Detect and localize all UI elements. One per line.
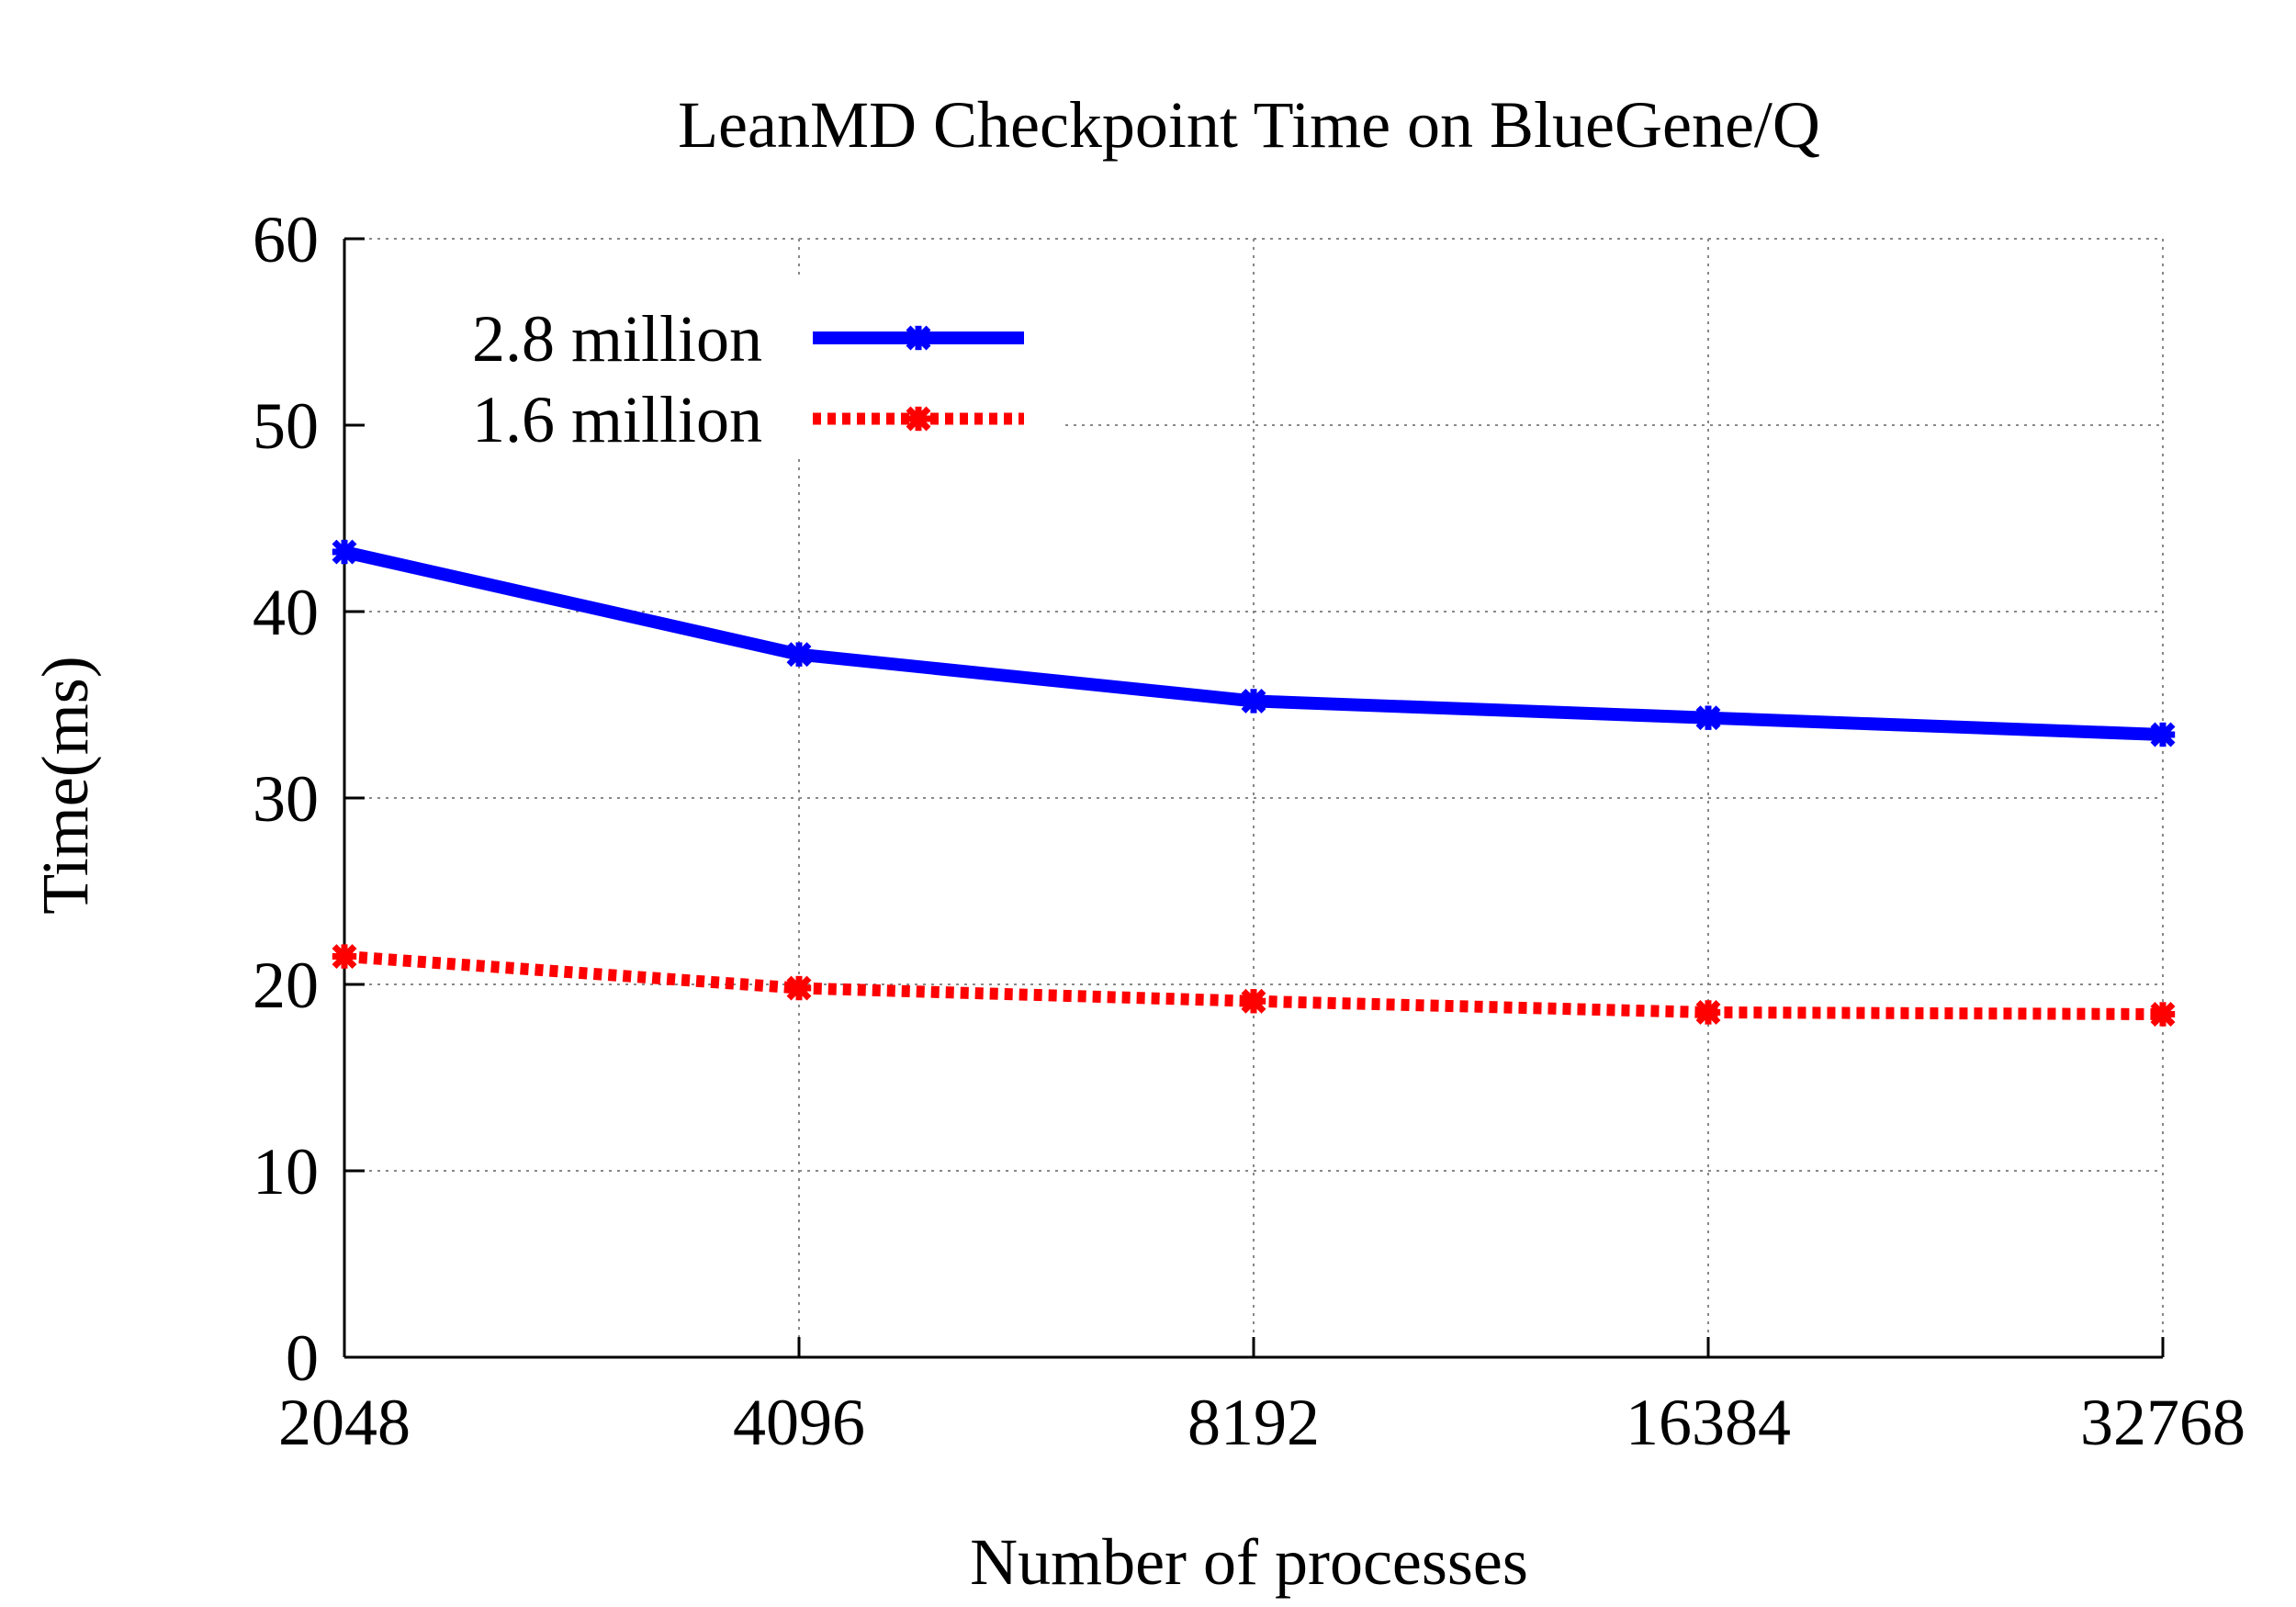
x-tick-label: 8192 — [1187, 1386, 1320, 1459]
y-tick-label: 30 — [253, 762, 319, 836]
y-tick-label: 10 — [253, 1135, 319, 1208]
y-tick-label: 50 — [253, 389, 319, 463]
x-tick-label: 2048 — [278, 1386, 411, 1459]
data-point — [786, 642, 812, 668]
data-point — [332, 944, 357, 970]
y-tick-label: 0 — [286, 1321, 319, 1395]
x-axis-label: Number of processes — [970, 1525, 1528, 1599]
axes: 0 10 20 30 40 50 60 2048 4096 8192 16384 32768 — [253, 203, 2245, 1459]
legend-label: 1.6 million — [472, 383, 762, 456]
legend-label: 2.8 million — [472, 302, 762, 376]
x-tick-label: 32768 — [2080, 1386, 2245, 1459]
y-tick-label: 60 — [253, 203, 319, 276]
data-point — [786, 975, 812, 1001]
chart-title: LeanMD Checkpoint Time on BlueGene/Q — [678, 88, 1820, 162]
y-axis-label: Time(ms) — [28, 656, 102, 914]
data-point — [2150, 722, 2176, 747]
legend-marker — [906, 406, 931, 432]
data-point — [1241, 988, 1266, 1014]
x-tick-label: 4096 — [733, 1386, 865, 1459]
data-point — [1695, 705, 1721, 731]
y-tick-label: 40 — [253, 576, 319, 649]
y-tick-label: 20 — [253, 949, 319, 1022]
x-tick-label: 16384 — [1626, 1386, 1791, 1459]
data-point — [1241, 688, 1266, 714]
data-point — [2150, 1002, 2176, 1027]
series-line-1 — [343, 950, 2164, 1020]
data-point — [1695, 999, 1721, 1025]
data-point — [332, 539, 357, 565]
legend-marker — [906, 325, 931, 351]
series-layer — [332, 539, 2176, 1027]
grid-lines — [344, 238, 2164, 1357]
